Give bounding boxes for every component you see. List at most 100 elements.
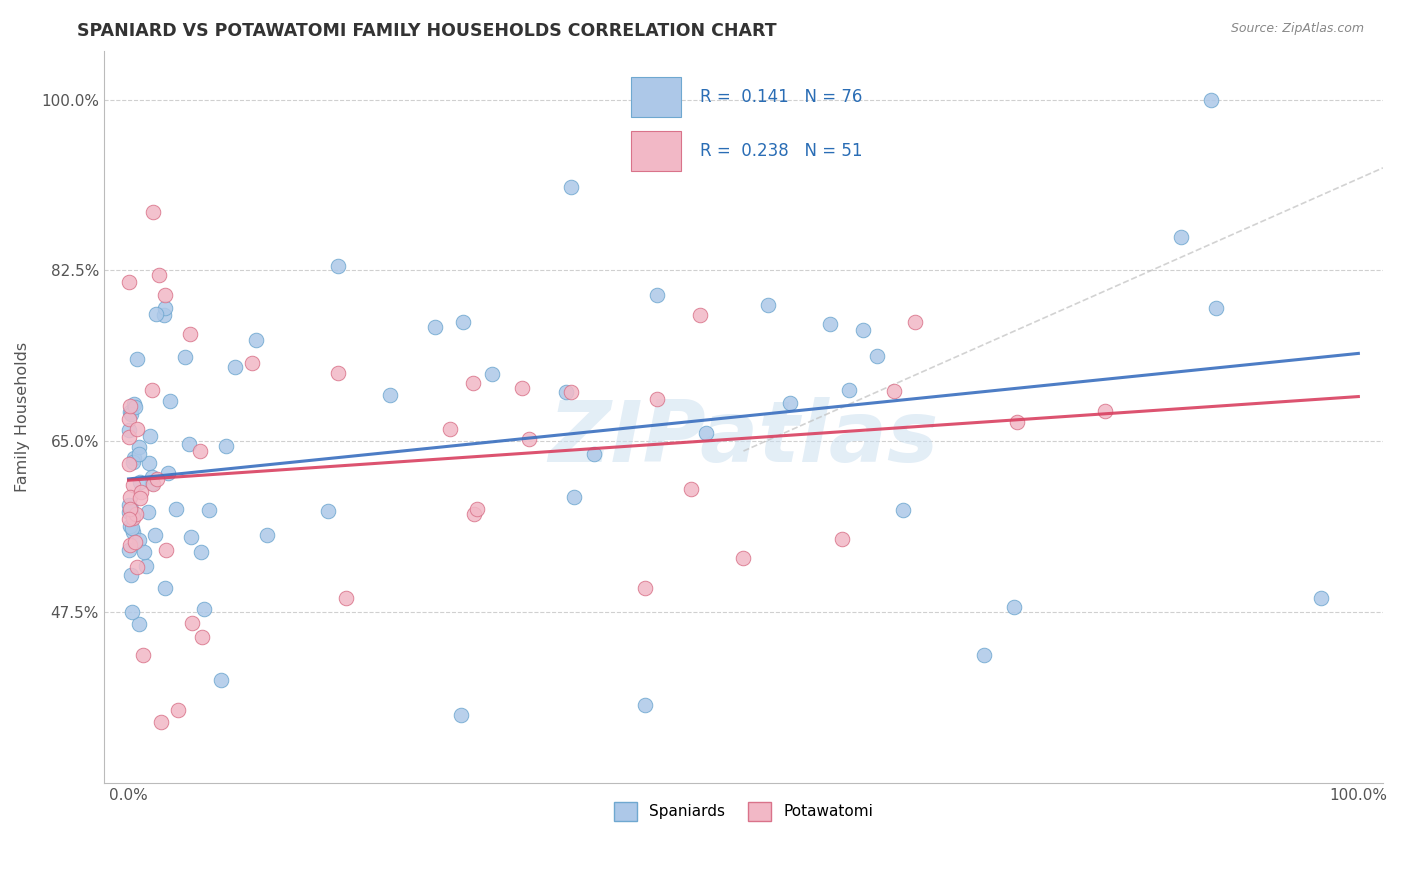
Point xyxy=(122,508,145,523)
Point xyxy=(136,505,159,519)
Point xyxy=(1205,301,1227,315)
Point xyxy=(128,447,150,461)
Point xyxy=(181,615,204,630)
Point xyxy=(120,567,142,582)
Point xyxy=(517,432,540,446)
Point xyxy=(461,376,484,390)
Point xyxy=(124,535,146,549)
Point xyxy=(121,455,143,469)
Point xyxy=(1199,93,1222,107)
Point xyxy=(128,617,150,632)
Point xyxy=(1310,591,1333,605)
Point xyxy=(118,505,141,519)
Point xyxy=(198,503,221,517)
Point xyxy=(118,512,141,526)
Point xyxy=(191,630,214,644)
Point xyxy=(153,581,176,595)
Point xyxy=(142,477,165,491)
Point xyxy=(756,297,779,311)
Point xyxy=(209,673,232,687)
Point xyxy=(118,543,141,558)
Point xyxy=(128,441,150,455)
Point xyxy=(145,527,167,541)
Point xyxy=(973,648,995,662)
Point xyxy=(128,533,150,547)
Point xyxy=(122,478,145,492)
Point xyxy=(245,333,267,347)
Point xyxy=(883,384,905,398)
Point xyxy=(326,259,349,273)
Point xyxy=(510,381,533,395)
Point xyxy=(132,648,155,663)
Point xyxy=(124,401,146,415)
Point xyxy=(560,180,582,194)
Point xyxy=(865,349,887,363)
Point xyxy=(121,605,143,619)
Point xyxy=(124,397,146,411)
Point xyxy=(891,502,914,516)
Point xyxy=(127,422,149,436)
Point xyxy=(141,470,163,484)
Point xyxy=(153,301,176,315)
Point xyxy=(120,405,142,419)
Point xyxy=(818,317,841,331)
Point xyxy=(1170,230,1192,244)
Point xyxy=(831,532,853,546)
Point xyxy=(904,315,927,329)
Point xyxy=(121,407,143,421)
Point xyxy=(647,287,669,301)
Point xyxy=(165,501,187,516)
Point xyxy=(174,350,197,364)
Point xyxy=(118,412,141,426)
Point xyxy=(117,457,139,471)
Point xyxy=(316,503,339,517)
Point xyxy=(118,429,141,443)
Point xyxy=(120,501,142,516)
Point xyxy=(135,559,157,574)
Point xyxy=(179,436,201,450)
Point xyxy=(121,524,143,539)
Point xyxy=(190,545,212,559)
Point xyxy=(380,387,402,401)
Point xyxy=(215,439,238,453)
Point xyxy=(634,698,657,712)
Point xyxy=(149,714,172,729)
Point xyxy=(679,482,702,496)
Point xyxy=(128,491,150,505)
Point xyxy=(583,447,606,461)
Point xyxy=(152,308,174,322)
Point xyxy=(141,384,163,398)
Point xyxy=(779,395,801,409)
Point xyxy=(121,521,143,535)
Point xyxy=(562,490,585,504)
Point xyxy=(180,530,202,544)
Point xyxy=(554,384,576,399)
Point xyxy=(179,326,201,341)
Point xyxy=(256,527,278,541)
Point xyxy=(1094,403,1116,417)
Point xyxy=(118,400,141,414)
Point xyxy=(188,443,211,458)
Point xyxy=(142,204,165,219)
Point xyxy=(328,366,350,380)
Point xyxy=(634,581,657,595)
Point xyxy=(193,602,215,616)
Point xyxy=(1005,415,1028,429)
Point xyxy=(122,450,145,465)
Point xyxy=(145,308,167,322)
Legend: Spaniards, Potawatomi: Spaniards, Potawatomi xyxy=(607,796,879,827)
Point xyxy=(118,423,141,437)
Point xyxy=(451,315,474,329)
Point xyxy=(560,385,582,400)
Point xyxy=(689,308,711,322)
Text: Source: ZipAtlas.com: Source: ZipAtlas.com xyxy=(1230,22,1364,36)
Point xyxy=(156,466,179,480)
Point xyxy=(148,268,170,283)
Point xyxy=(118,490,141,504)
Point xyxy=(129,475,152,489)
Point xyxy=(852,323,875,337)
Point xyxy=(335,591,357,605)
Point xyxy=(121,511,143,525)
Point xyxy=(159,393,181,408)
Point xyxy=(141,475,163,490)
